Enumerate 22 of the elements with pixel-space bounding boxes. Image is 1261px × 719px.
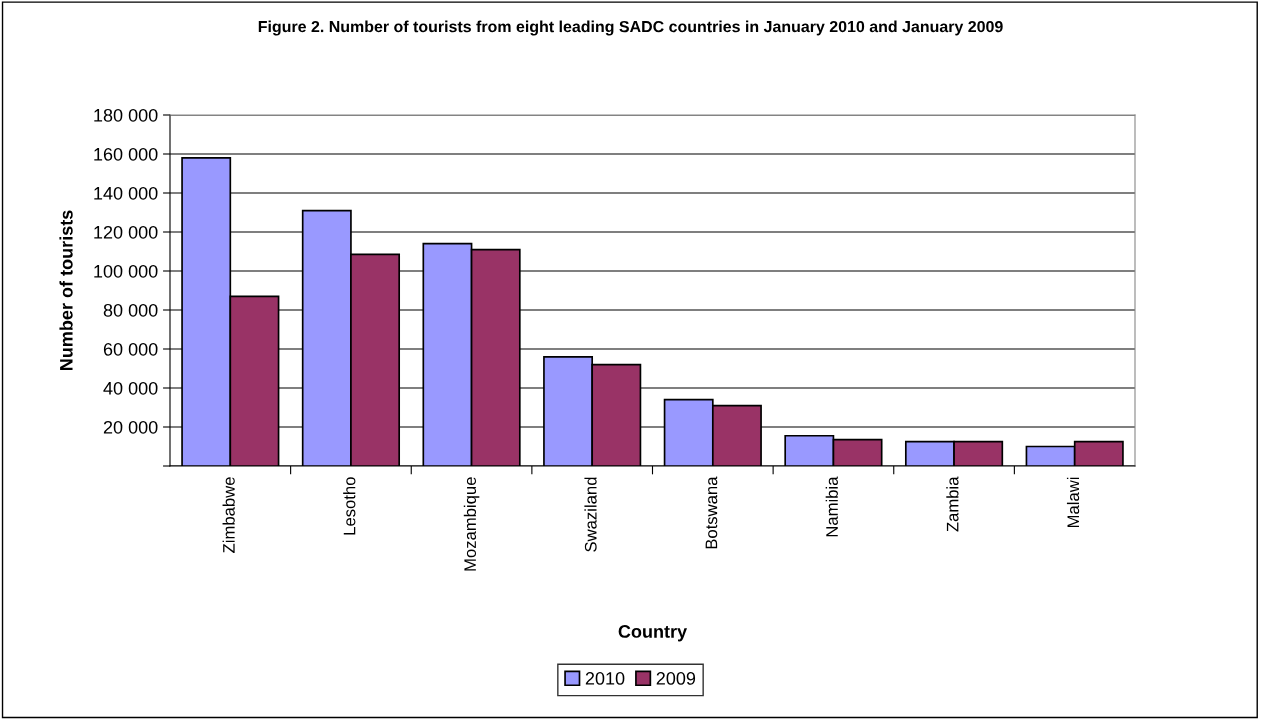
- x-tick-label: Malawi: [1066, 477, 1080, 528]
- x-tick-label: Lesotho: [343, 477, 356, 535]
- x-tick-label: Namibia: [825, 476, 838, 537]
- legend-label: 2010: [585, 672, 625, 685]
- y-tick-label: 100 000: [94, 264, 158, 278]
- x-tick-label: Swaziland: [584, 477, 597, 552]
- y-tick-label: 20 000: [103, 420, 158, 434]
- chart-title: Figure 2. Number of tourists from eight leading SADC countries in January 2010 and January 2009: [258, 20, 1003, 36]
- y-tick-label: 140 000: [94, 186, 158, 200]
- x-tick-label: Mozambique: [463, 477, 480, 571]
- y-tick-label: 60 000: [103, 342, 158, 356]
- y-axis-title: Number of tourists: [59, 210, 73, 371]
- x-tick-label: Botswana: [705, 476, 718, 549]
- y-tick-label: 180 000: [94, 108, 158, 122]
- y-tick-label: 40 000: [103, 381, 158, 395]
- x-axis-title: Country: [618, 625, 688, 642]
- legend-label: 2009: [656, 672, 696, 685]
- y-tick-label: 80 000: [103, 303, 158, 317]
- y-tick-label: 120 000: [94, 225, 158, 239]
- y-tick-label: 160 000: [94, 147, 158, 161]
- x-tick-label: Zimbabwe: [222, 477, 235, 553]
- x-tick-label: Zambia: [946, 476, 959, 532]
